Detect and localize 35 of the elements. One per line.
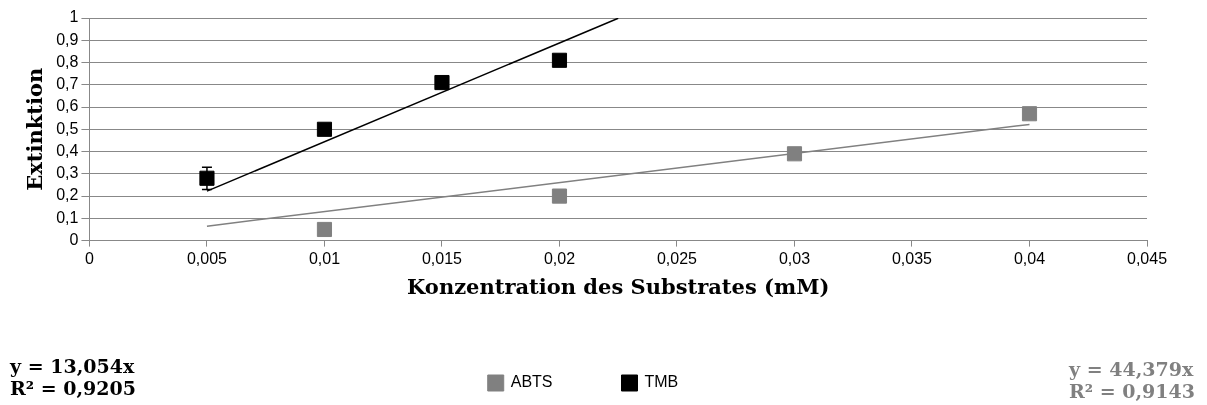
y-tick-label: 1 (69, 8, 79, 26)
point (786, 146, 803, 162)
point (316, 121, 333, 137)
x-tick-label: 0,025 (656, 249, 698, 267)
y-tick-label: 0 (69, 231, 79, 249)
point (434, 74, 450, 91)
y-tick-label: 0,4 (56, 141, 79, 159)
point (1021, 106, 1038, 122)
x-tick-label: 0,035 (891, 249, 933, 267)
text: y = 13,054x R² = 0,9205 (10, 355, 136, 399)
y-tick-label: 0,8 (56, 52, 79, 70)
x-tick-label: 0,015 (421, 249, 463, 267)
x-tick-label: 0,03 (778, 249, 811, 267)
point (551, 52, 568, 68)
x-tick-label: 0,04 (1013, 249, 1046, 267)
y-tick-label: 0,9 (56, 30, 79, 48)
x-tick-label: 0 (84, 249, 94, 267)
y-tick-label: 0,6 (56, 97, 79, 115)
y-tick-label: 0,5 (56, 119, 79, 137)
y-tick-label: 0,1 (56, 208, 79, 226)
y-tick-label: 0,2 (56, 186, 79, 204)
legend-label: TMB (644, 373, 679, 391)
point (199, 170, 215, 186)
x-tick-label: 0,005 (186, 249, 228, 267)
text: y = 44,379x R² = 0,9143 (1069, 358, 1195, 402)
point (316, 221, 333, 238)
point (551, 188, 568, 204)
x-axis-title: Konzentration des Substrates (mM) (407, 273, 830, 299)
x-tick-label: 0,02 (543, 249, 576, 267)
legend-label: ABTS (510, 373, 553, 391)
y-axis-title: Extinktion (22, 67, 48, 191)
x-tick-label: 0,045 (1126, 249, 1168, 267)
y-tick-label: 0,3 (56, 164, 79, 182)
y-tick-label: 0,7 (56, 75, 79, 93)
x-tick-label: 0,01 (308, 249, 341, 267)
